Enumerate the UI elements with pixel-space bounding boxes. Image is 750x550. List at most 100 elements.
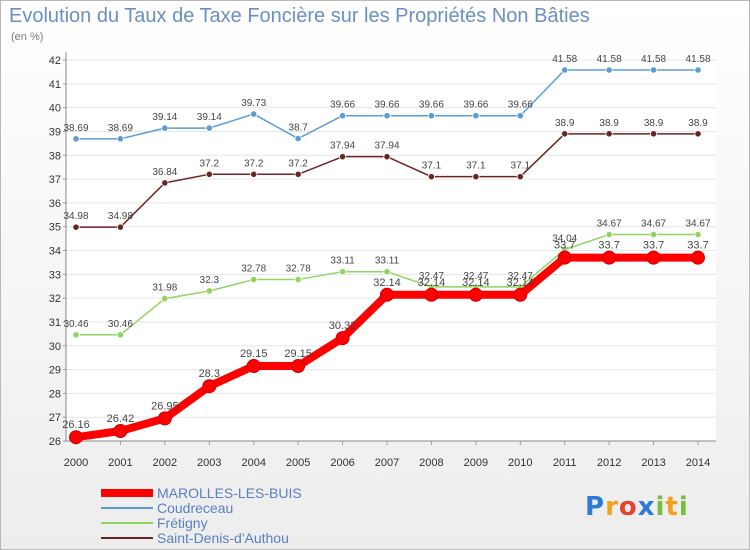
- data-point: [694, 66, 702, 74]
- data-label: 32.14: [373, 277, 401, 289]
- legend-swatch: [101, 488, 153, 497]
- y-tick-label: 42: [49, 55, 61, 67]
- data-point: [516, 173, 524, 181]
- data-label: 38.69: [108, 123, 133, 134]
- x-tick-label: 2000: [64, 457, 88, 469]
- data-label: 30.46: [108, 319, 133, 330]
- legend-item: Saint-Denis-d'Authou: [101, 529, 302, 546]
- data-point: [116, 331, 125, 339]
- data-point: [157, 411, 172, 426]
- data-point: [468, 287, 483, 302]
- data-label: 32.3: [200, 275, 220, 286]
- data-label: 30.46: [63, 319, 88, 330]
- data-label: 37.1: [422, 161, 442, 172]
- legend-swatch: [101, 521, 153, 524]
- chart-title: Evolution du Taux de Taxe Foncière sur l…: [9, 5, 590, 27]
- data-label: 33.11: [330, 256, 355, 267]
- data-label: 34.98: [63, 211, 88, 222]
- legend: MAROLLES-LES-BUIS Coudreceau Frétigny Saint…: [101, 484, 302, 546]
- chart-subtitle: (en %): [11, 31, 44, 43]
- data-label: 29.15: [284, 348, 312, 360]
- x-tick-label: 2005: [286, 457, 310, 469]
- data-label: 34.67: [641, 219, 666, 230]
- legend-label: MAROLLES-LES-BUIS: [157, 484, 302, 501]
- data-label: 38.69: [63, 123, 88, 134]
- data-label: 39.66: [419, 100, 444, 111]
- data-label: 29.15: [240, 348, 268, 360]
- data-point: [649, 230, 658, 239]
- data-label: 34.67: [597, 219, 622, 230]
- legend-swatch: [101, 506, 153, 509]
- data-label: 37.1: [511, 161, 531, 172]
- data-label: 33.7: [554, 240, 575, 252]
- y-tick-label: 28: [49, 388, 61, 400]
- legend-item: MAROLLES-LES-BUIS: [101, 484, 302, 501]
- x-tick-label: 2013: [641, 457, 665, 469]
- y-tick-label: 41: [49, 79, 61, 91]
- data-label: 37.2: [288, 158, 308, 169]
- data-point: [161, 124, 169, 132]
- data-point: [161, 179, 169, 187]
- legend-label: Saint-Denis-d'Authou: [157, 529, 289, 546]
- legend-item: Coudreceau: [101, 500, 302, 516]
- data-point: [383, 268, 391, 276]
- data-label: 32.47: [463, 271, 488, 282]
- data-point: [250, 170, 258, 178]
- y-tick-label: 26: [49, 436, 61, 448]
- data-point: [561, 66, 569, 74]
- data-label: 41.58: [597, 54, 622, 65]
- plot-background: [66, 52, 716, 441]
- data-label: 34.67: [685, 219, 710, 230]
- data-point: [294, 134, 302, 143]
- data-point: [602, 250, 617, 265]
- logo-letter: t: [665, 492, 679, 522]
- data-label: 37.94: [330, 141, 355, 152]
- data-point: [605, 66, 613, 74]
- data-label: 38.9: [688, 118, 708, 129]
- data-label: 32.47: [419, 271, 444, 282]
- x-tick-label: 2012: [597, 457, 621, 469]
- data-label: 38.7: [288, 123, 308, 134]
- data-point: [427, 112, 436, 120]
- data-label: 32.14: [507, 277, 535, 289]
- data-point: [294, 170, 302, 178]
- data-point: [516, 112, 524, 120]
- data-label: 37.2: [200, 158, 220, 169]
- data-point: [691, 250, 705, 265]
- series-coudreceau: [72, 66, 702, 143]
- data-point: [294, 275, 302, 284]
- data-point: [646, 250, 661, 265]
- data-point: [338, 268, 347, 276]
- data-point: [472, 112, 480, 120]
- logo-letter: P: [585, 492, 606, 522]
- data-label: 38.9: [599, 118, 619, 129]
- data-label: 28.3: [199, 368, 220, 380]
- data-label: 39.73: [241, 98, 266, 109]
- y-tick-label: 31: [49, 317, 61, 329]
- data-point: [605, 130, 613, 138]
- data-point: [338, 112, 347, 120]
- x-tick-label: 2003: [197, 457, 221, 469]
- x-tick-label: 2001: [108, 457, 132, 469]
- data-label: 37.1: [466, 161, 486, 172]
- data-label: 37.2: [244, 158, 264, 169]
- y-tick-label: 37: [49, 174, 61, 186]
- logo-letter: r: [605, 492, 619, 522]
- y-tick-label: 35: [49, 222, 61, 234]
- data-point: [427, 173, 436, 181]
- data-point: [72, 223, 80, 231]
- legend-label: Frétigny: [157, 514, 208, 531]
- data-point: [205, 124, 213, 132]
- data-label: 39.66: [330, 100, 355, 111]
- data-label: 38.9: [644, 118, 664, 129]
- data-label: 39.66: [508, 100, 533, 111]
- data-point: [694, 130, 702, 138]
- data-point: [380, 287, 394, 302]
- data-label: 34.04: [552, 234, 577, 245]
- y-tick-label: 34: [49, 246, 61, 258]
- logo-letter: i: [678, 492, 689, 522]
- data-label: 39.66: [463, 100, 488, 111]
- data-point: [338, 153, 347, 161]
